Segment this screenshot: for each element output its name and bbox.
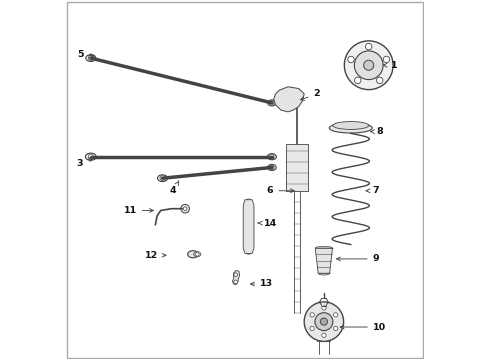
Ellipse shape bbox=[329, 123, 372, 133]
Circle shape bbox=[234, 273, 238, 276]
Circle shape bbox=[310, 326, 314, 330]
Text: 11: 11 bbox=[123, 206, 153, 215]
Polygon shape bbox=[315, 248, 333, 273]
Circle shape bbox=[196, 252, 199, 256]
Ellipse shape bbox=[316, 253, 332, 256]
Polygon shape bbox=[286, 144, 308, 191]
Text: 10: 10 bbox=[340, 323, 386, 332]
Circle shape bbox=[354, 51, 383, 80]
Text: 9: 9 bbox=[337, 255, 379, 264]
Text: 6: 6 bbox=[267, 186, 294, 195]
Ellipse shape bbox=[268, 100, 276, 106]
Circle shape bbox=[304, 302, 343, 341]
Circle shape bbox=[160, 176, 165, 181]
Circle shape bbox=[270, 154, 274, 159]
Circle shape bbox=[334, 326, 338, 330]
Polygon shape bbox=[243, 200, 254, 253]
Text: 8: 8 bbox=[370, 127, 383, 136]
Circle shape bbox=[283, 93, 296, 106]
Ellipse shape bbox=[85, 153, 96, 160]
Text: 1: 1 bbox=[383, 61, 397, 70]
Circle shape bbox=[310, 313, 314, 317]
Circle shape bbox=[334, 313, 338, 317]
Circle shape bbox=[181, 204, 190, 213]
Ellipse shape bbox=[188, 251, 198, 258]
Circle shape bbox=[287, 96, 293, 102]
Circle shape bbox=[366, 43, 372, 50]
Circle shape bbox=[355, 77, 361, 84]
Ellipse shape bbox=[315, 246, 333, 250]
Text: 3: 3 bbox=[77, 158, 93, 168]
Circle shape bbox=[383, 56, 390, 63]
Ellipse shape bbox=[268, 154, 276, 160]
Ellipse shape bbox=[318, 265, 330, 269]
Polygon shape bbox=[274, 87, 304, 112]
Ellipse shape bbox=[317, 259, 331, 262]
Circle shape bbox=[320, 318, 327, 325]
Circle shape bbox=[88, 55, 93, 60]
Circle shape bbox=[234, 280, 238, 284]
Circle shape bbox=[270, 101, 274, 105]
Circle shape bbox=[245, 248, 252, 254]
Circle shape bbox=[183, 207, 187, 211]
Ellipse shape bbox=[157, 175, 168, 181]
Text: 12: 12 bbox=[145, 251, 166, 260]
Circle shape bbox=[88, 154, 93, 159]
Ellipse shape bbox=[318, 271, 330, 275]
Circle shape bbox=[315, 313, 333, 330]
Circle shape bbox=[245, 199, 252, 206]
Circle shape bbox=[348, 56, 354, 63]
Text: 7: 7 bbox=[366, 186, 379, 195]
Circle shape bbox=[322, 306, 326, 310]
Text: 5: 5 bbox=[77, 50, 94, 59]
Polygon shape bbox=[232, 270, 240, 285]
Ellipse shape bbox=[194, 252, 201, 257]
Circle shape bbox=[376, 77, 383, 84]
Circle shape bbox=[270, 165, 274, 170]
Circle shape bbox=[322, 333, 326, 337]
Circle shape bbox=[364, 60, 374, 70]
Ellipse shape bbox=[86, 55, 96, 62]
Text: 2: 2 bbox=[300, 89, 320, 100]
Text: 4: 4 bbox=[170, 181, 179, 195]
Ellipse shape bbox=[333, 122, 368, 130]
Circle shape bbox=[344, 41, 393, 90]
Ellipse shape bbox=[268, 165, 276, 171]
Text: 13: 13 bbox=[250, 279, 273, 288]
Text: 14: 14 bbox=[258, 219, 277, 228]
